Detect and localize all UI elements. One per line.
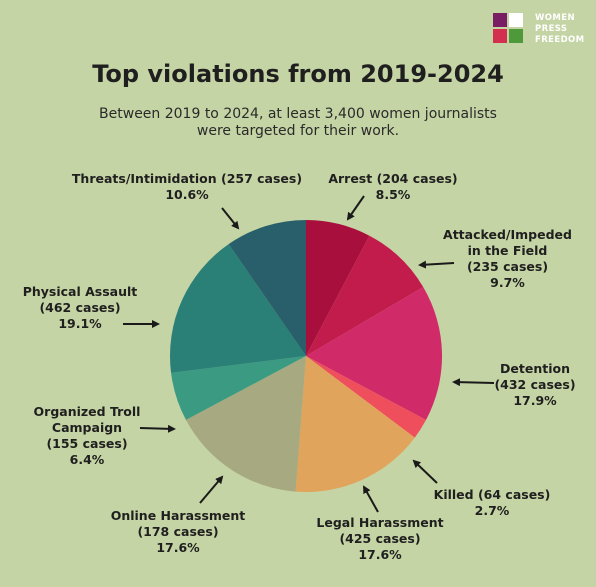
chart-title: Top violations from 2019-2024 <box>92 60 504 88</box>
logo-line-1: WOMEN <box>535 13 575 23</box>
logo-wordmark: WOMEN PRESS FREEDOM <box>535 13 591 46</box>
slice-label-line: 19.1% <box>58 316 102 331</box>
label-arrow-7 <box>139 424 176 433</box>
slice-label-3: Detention (432 cases) 17.9% <box>480 361 590 409</box>
pie-slice-organized-troll-campaign <box>171 356 306 420</box>
slice-label-line: Threats/Intimidation (257 cases) <box>71 171 303 186</box>
subtitle-line-2: were targeted for their work. <box>196 123 400 139</box>
slice-label-line: 10.6% <box>165 187 209 202</box>
slice-label-6: Online Harassment (178 cases) 17.6% <box>88 508 268 556</box>
slice-label-line: (462 cases) <box>39 300 121 315</box>
slice-label-1: Arrest (204 cases) 8.5% <box>318 171 468 203</box>
slice-label-line: 17.6% <box>156 540 200 555</box>
label-arrow-5 <box>363 485 379 513</box>
logo-line-3: FREEDOM <box>535 35 585 45</box>
slice-label-line: Organized Troll <box>33 404 141 419</box>
slice-label-line: 2.7% <box>474 503 510 518</box>
slice-label-8: Physical Assault (462 cases) 19.1% <box>10 284 150 332</box>
slice-label-line: Legal Harassment <box>316 515 444 530</box>
chart-subtitle: Between 2019 to 2024, at least 3,400 wom… <box>60 106 536 140</box>
slice-label-7: Organized Troll Campaign (155 cases) 6.4% <box>22 404 152 468</box>
label-arrow-9 <box>221 207 240 230</box>
logo-square-purple <box>493 13 507 27</box>
slice-label-4: Killed (64 cases) 2.7% <box>418 487 566 519</box>
slice-label-line: 9.7% <box>490 275 525 290</box>
slice-label-line: in the Field <box>467 243 548 258</box>
pie-slice-online-harassment <box>185 356 306 492</box>
slice-label-line: (425 cases) <box>339 531 421 546</box>
slice-label-line: Attacked/Impeded <box>443 227 572 242</box>
logo-square-white <box>509 13 523 27</box>
logo-square-green <box>509 29 523 43</box>
slice-label-line: 8.5% <box>375 187 411 202</box>
logo-line-2: PRESS <box>535 24 568 34</box>
slice-label-line: (155 cases) <box>46 436 128 451</box>
slice-label-line: 17.6% <box>358 547 402 562</box>
label-arrow-3 <box>452 378 495 387</box>
slice-label-line: (432 cases) <box>494 377 576 392</box>
slice-label-line: 6.4% <box>69 452 105 467</box>
slice-label-line: Killed (64 cases) <box>433 487 551 502</box>
pie-slice-legal-harassment <box>295 356 415 493</box>
slice-label-5: Legal Harassment (425 cases) 17.6% <box>290 515 470 563</box>
slice-label-line: (178 cases) <box>137 524 219 539</box>
logo-square-red <box>493 29 507 43</box>
slice-label-line: Online Harassment <box>110 508 246 523</box>
label-arrow-2 <box>418 260 455 269</box>
pie-slice-detention <box>306 286 443 420</box>
slice-label-2: Attacked/Impeded in the Field (235 cases) 9… <box>430 227 585 291</box>
slice-label-line: 17.9% <box>513 393 557 408</box>
pie-slices <box>170 220 443 493</box>
women-press-freedom-logo: WOMEN PRESS FREEDOM <box>493 13 588 47</box>
slice-label-line: Arrest (204 cases) <box>328 171 458 186</box>
label-arrow-4 <box>412 459 438 484</box>
pie-slice-attacked-impeded-in-the-field <box>306 235 424 356</box>
slice-label-9: Threats/Intimidation (257 cases) 10.6% <box>58 171 316 203</box>
label-arrow-1 <box>346 195 365 221</box>
slice-label-line: (235 cases) <box>466 259 549 274</box>
slice-label-line: Physical Assault <box>22 284 138 299</box>
pie-slice-arrest <box>306 220 370 356</box>
slice-label-line: Detention <box>500 361 570 376</box>
pie-slice-killed <box>306 356 427 438</box>
subtitle-line-1: Between 2019 to 2024, at least 3,400 wom… <box>99 106 497 122</box>
slice-label-line: Campaign <box>51 420 123 435</box>
pie-slice-threats-intimidation <box>228 220 306 356</box>
label-arrow-6 <box>199 475 224 504</box>
label-arrows <box>123 195 495 513</box>
pie-slice-physical-assault <box>170 244 306 373</box>
